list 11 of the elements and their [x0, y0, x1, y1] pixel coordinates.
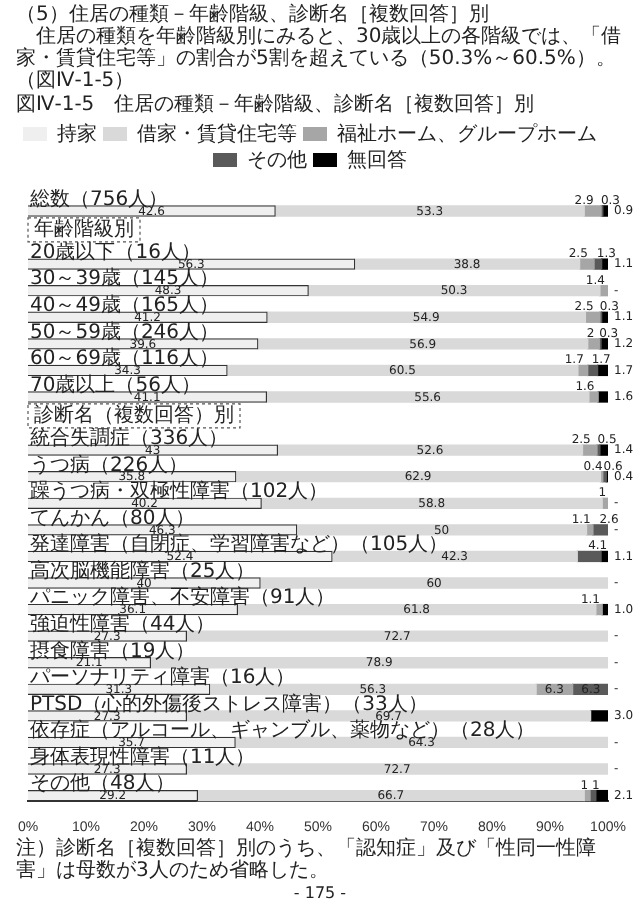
text: 注）診断名［複数回答］別のうち、「認知症」及び「性同一性障害」は母数が3人のため省略した。	[16, 838, 598, 882]
legend-label: 無回答	[347, 147, 407, 172]
legend-label: 福祉ホーム、グループホーム	[337, 121, 597, 146]
legend-label: 借家・賃貸住宅等	[137, 121, 297, 146]
text: 住居の種類を年齢階級別にみると、30歳以上の各階級では、「借家・賃貸住宅等」の割合が5割を超えている（50.3%～60.5%）。（図Ⅳ-1-5）	[16, 26, 624, 92]
text: - 175 -	[291, 884, 349, 902]
annotation: 診断名（複数回答）別	[34, 403, 234, 428]
legend-label: 持家	[57, 121, 97, 146]
text: （5）住居の種類－年齢階級、診断名［複数回答］別	[16, 4, 489, 26]
chart-title: 図Ⅳ-1-5 住居の種類－年齢階級、診断名［複数回答］別	[16, 94, 535, 116]
annotation: 年齢階級別	[34, 217, 134, 242]
